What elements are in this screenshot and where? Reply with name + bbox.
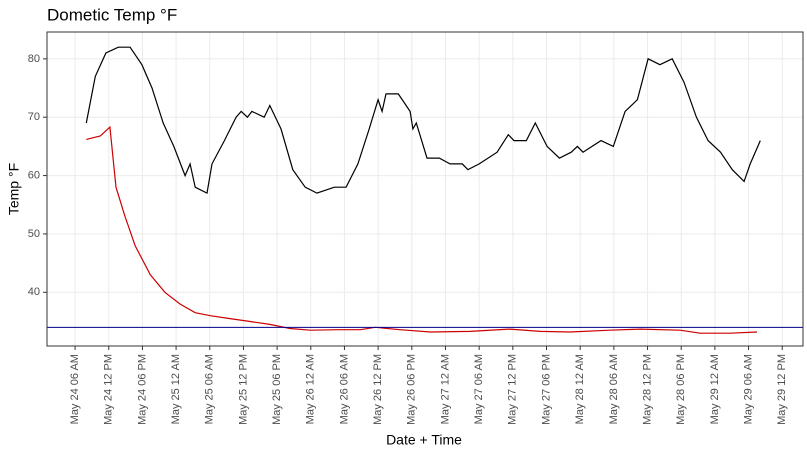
x-tick-label: May 27 12 AM (439, 354, 451, 424)
x-tick-label: May 28 12 PM (641, 354, 653, 425)
x-tick-label: May 27 12 PM (507, 354, 519, 425)
chart-title: Dometic Temp °F (47, 5, 177, 24)
x-tick-label: May 24 06 PM (136, 354, 148, 425)
y-tick-label: 70 (28, 111, 40, 123)
y-axis-title: Temp °F (6, 163, 22, 215)
y-tick-label: 60 (28, 169, 40, 181)
y-tick-label: 80 (28, 53, 40, 65)
x-tick-label: May 29 12 AM (709, 354, 721, 424)
x-tick-label: May 27 06 AM (473, 354, 485, 424)
x-tick-label: May 26 06 PM (406, 354, 418, 425)
y-tick-label: 50 (28, 228, 40, 240)
x-tick-label: May 28 12 AM (574, 354, 586, 424)
x-tick-label: May 28 06 PM (675, 354, 687, 425)
x-tick-label: May 28 06 AM (608, 354, 620, 424)
x-tick-label: May 25 12 PM (237, 354, 249, 425)
x-tick-label: May 24 12 PM (103, 354, 115, 425)
x-tick-label: May 26 12 AM (305, 354, 317, 424)
line-series (86, 125, 758, 334)
x-tick-label: May 25 06 AM (204, 354, 216, 424)
x-tick-label: May 29 06 AM (742, 354, 754, 424)
x-tick-label: May 24 06 AM (69, 354, 81, 424)
x-tick-label: May 26 12 PM (372, 354, 384, 425)
x-tick-label: May 25 06 PM (271, 354, 283, 425)
x-axis-title: Date + Time (386, 432, 462, 448)
x-tick-label: May 29 12 PM (776, 354, 788, 425)
plot-panel (47, 32, 803, 346)
line-series (85, 46, 761, 194)
x-tick-label: May 27 06 PM (540, 354, 552, 425)
y-tick-label: 40 (28, 286, 40, 298)
x-tick-label: May 25 12 AM (170, 354, 182, 424)
plot-border (46, 31, 804, 347)
x-tick-label: May 26 06 AM (338, 354, 350, 424)
